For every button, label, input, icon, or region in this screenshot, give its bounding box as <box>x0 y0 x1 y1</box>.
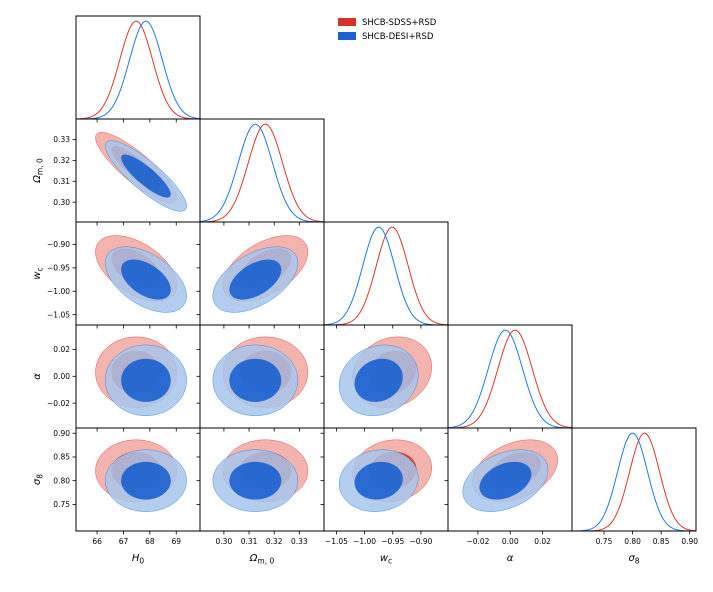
panel-H0-wc <box>95 235 187 313</box>
x-tick-label-s8: 0.75 <box>596 537 613 546</box>
x-tick-label-alpha: 0.02 <box>534 537 551 546</box>
marginal-H0-series-0 <box>76 20 200 119</box>
legend: SHCB-SDSS+RSD SHCB-DESI+RSD <box>338 18 437 42</box>
x-tick-label-s8: 0.85 <box>653 537 670 546</box>
y-tick-label-alpha: −0.02 <box>47 399 70 408</box>
x-tick-label-H0: 68 <box>145 537 155 546</box>
panel-frame-alpha-alpha <box>447 324 573 429</box>
y-axis-label-s8: σ8 <box>32 474 45 485</box>
marginal-Om-series-1 <box>200 123 324 222</box>
y-tick-label-Om: 0.30 <box>53 198 70 207</box>
contour-68-alpha-s8-series-1 <box>479 461 532 500</box>
y-tick-label-s8: 0.80 <box>53 476 70 485</box>
x-tick-label-s8: 0.90 <box>681 537 698 546</box>
panel-H0-Om <box>95 132 187 212</box>
panel-Om-s8 <box>212 439 309 512</box>
x-tick-label-wc: −0.95 <box>381 537 404 546</box>
panel-wc-wc <box>324 226 448 325</box>
panel-H0-s8 <box>95 439 187 512</box>
x-tick-label-Om: 0.33 <box>291 537 308 546</box>
x-tick-label-alpha: −0.02 <box>466 537 489 546</box>
contour-68-H0-Om-series-1 <box>121 154 171 198</box>
panel-H0-alpha <box>95 336 187 416</box>
marginal-alpha-series-0 <box>448 329 572 428</box>
x-tick-label-Om: 0.32 <box>266 537 283 546</box>
marginal-Om-series-0 <box>200 123 324 222</box>
legend-swatch-series-0 <box>338 18 356 26</box>
x-tick-label-alpha: 0.00 <box>502 537 519 546</box>
legend-label-series-0: SHCB-SDSS+RSD <box>362 18 437 28</box>
panel-frame-Om-Om <box>199 118 325 223</box>
x-axis-label-H0: H0 <box>132 553 145 566</box>
x-tick-label-wc: −1.05 <box>325 537 348 546</box>
y-tick-label-alpha: 0.02 <box>53 345 70 354</box>
contour-68-H0-wc-series-1 <box>121 259 171 300</box>
y-axis-label-Om: Ωm, 0 <box>32 158 45 184</box>
panel-s8-s8 <box>572 432 696 531</box>
panel-Om-wc <box>212 235 309 313</box>
x-tick-label-wc: −0.90 <box>409 537 432 546</box>
legend-swatch-series-1 <box>338 32 356 40</box>
marginal-s8-series-1 <box>572 432 696 531</box>
y-tick-label-wc: −0.95 <box>47 263 70 272</box>
y-axis-label-wc: wc <box>32 267 45 279</box>
panel-H0-H0 <box>76 20 200 119</box>
x-tick-label-wc: −1.00 <box>353 537 376 546</box>
x-axis-label-alpha: α <box>507 553 514 564</box>
x-axis-label-s8: σ8 <box>628 553 639 566</box>
y-tick-label-wc: −1.00 <box>47 287 70 296</box>
x-tick-label-H0: 67 <box>119 537 129 546</box>
contour-68-wc-alpha-series-1 <box>354 358 403 402</box>
y-tick-label-Om: 0.32 <box>53 156 70 165</box>
panel-frame-s8-s8 <box>571 427 697 532</box>
x-tick-label-H0: 66 <box>92 537 102 546</box>
x-tick-label-s8: 0.80 <box>624 537 641 546</box>
contour-68-H0-s8-series-1 <box>121 461 171 500</box>
contour-68-wc-s8-series-1 <box>354 461 403 500</box>
y-tick-label-wc: −1.05 <box>47 310 70 319</box>
marginal-H0-series-1 <box>76 20 200 119</box>
contour-68-Om-s8-series-1 <box>229 461 282 500</box>
contour-68-Om-alpha-series-1 <box>229 358 282 402</box>
y-tick-label-alpha: 0.00 <box>53 372 70 381</box>
contour-68-Om-wc-series-1 <box>229 259 282 300</box>
panel-alpha-alpha <box>448 329 572 428</box>
panel-alpha-s8 <box>462 439 558 512</box>
y-tick-label-s8: 0.75 <box>53 500 70 509</box>
legend-label-series-1: SHCB-DESI+RSD <box>362 32 434 42</box>
y-tick-label-s8: 0.90 <box>53 429 70 438</box>
x-axis-label-Om: Ωm, 0 <box>249 553 275 566</box>
y-axis-label-alpha: α <box>32 373 43 380</box>
marginal-wc-series-0 <box>324 226 448 325</box>
y-tick-label-Om: 0.33 <box>53 135 70 144</box>
marginal-s8-series-0 <box>572 432 696 531</box>
panel-Om-alpha <box>212 336 309 416</box>
contour-68-H0-alpha-series-1 <box>121 358 171 402</box>
y-tick-label-wc: −0.90 <box>47 240 70 249</box>
marginal-wc-series-1 <box>324 226 448 325</box>
panel-wc-alpha <box>338 336 432 416</box>
panel-wc-s8 <box>338 439 432 512</box>
y-tick-label-s8: 0.85 <box>53 453 70 462</box>
panel-Om-Om <box>200 123 324 222</box>
x-tick-label-Om: 0.30 <box>216 537 233 546</box>
x-axis-label-wc: wc <box>380 553 392 566</box>
marginal-alpha-series-1 <box>448 329 572 428</box>
y-tick-label-Om: 0.31 <box>53 177 70 186</box>
x-tick-label-Om: 0.31 <box>241 537 258 546</box>
x-tick-label-H0: 69 <box>171 537 181 546</box>
